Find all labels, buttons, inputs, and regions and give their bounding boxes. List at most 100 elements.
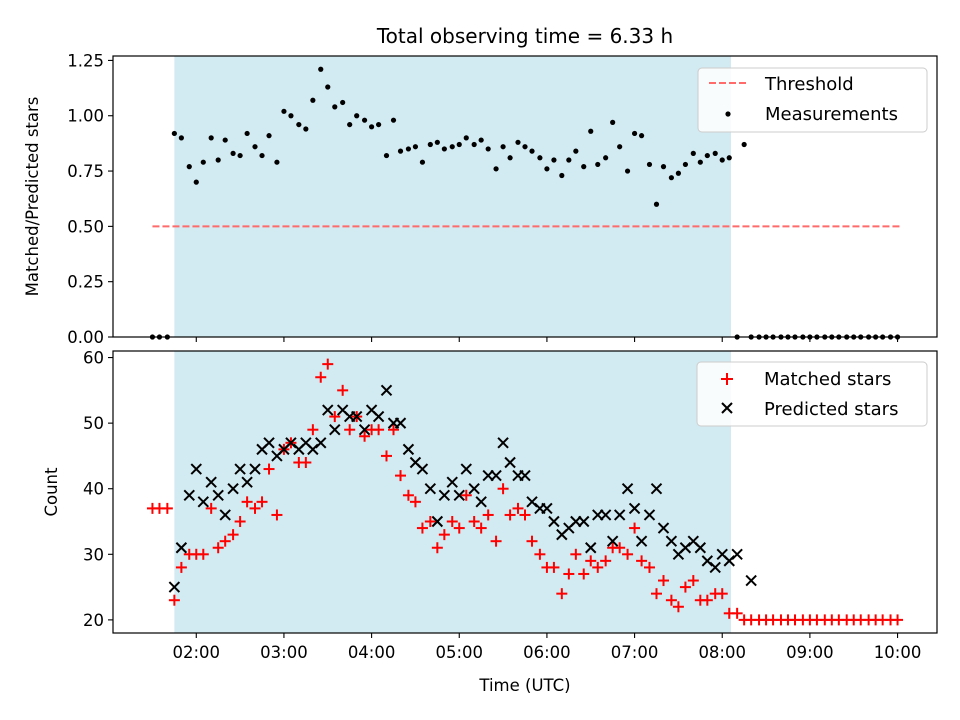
matched-star-point: [424, 516, 436, 528]
measurement-point: [485, 146, 491, 152]
predicted-star-point: [657, 522, 670, 534]
predicted-star-point: [548, 515, 560, 528]
matched-star-point: [416, 522, 428, 534]
measurement-point: [675, 170, 682, 176]
measurement-point: [178, 135, 184, 141]
predicted-star-point: [315, 437, 327, 449]
top-axes-frame: [112, 55, 938, 338]
measurement-point: [376, 121, 382, 128]
matched-star-point: [482, 509, 494, 521]
predicted-star-point: [372, 410, 385, 423]
measurement-point: [288, 113, 294, 119]
x-tick-label: 03:00: [260, 643, 308, 662]
bottom-axes-frame: [112, 350, 938, 634]
measurement-point: [361, 117, 368, 123]
predicted-star-point: [212, 489, 224, 501]
matched-star-point: [168, 594, 180, 606]
measurement-point: [500, 144, 506, 150]
measurement-point: [653, 201, 660, 207]
measurement-point: [624, 168, 631, 174]
matched-star-point: [227, 529, 239, 541]
matched-star-point: [241, 496, 253, 508]
measurement-point: [419, 159, 426, 165]
legend-measurements-label: Measurements: [765, 104, 898, 125]
predicted-star-point: [431, 515, 444, 528]
matched-star-point: [409, 496, 421, 508]
matched-star-point: [460, 489, 472, 501]
measurement-point: [368, 124, 375, 130]
predicted-star-point: [424, 483, 437, 495]
measurement-point: [603, 155, 609, 161]
predicted-star-point: [460, 463, 472, 475]
matched-star-point: [622, 548, 634, 560]
measurement-point: [449, 144, 455, 150]
measurement-point: [427, 141, 433, 148]
x-tick-label: 08:00: [698, 643, 746, 662]
matched-star-point: [490, 535, 502, 547]
matched-star-point: [402, 489, 414, 501]
x-axis-label: Time (UTC): [478, 676, 570, 695]
measurement-point: [303, 126, 309, 132]
matched-star-point: [322, 358, 334, 370]
matched-star-point: [556, 588, 568, 600]
matched-star-point: [219, 535, 231, 547]
matched-star-point: [205, 502, 217, 514]
predicted-star-point: [541, 502, 553, 515]
matched-star-point: [197, 548, 209, 560]
matched-star-point: [512, 502, 524, 514]
predicted-star-point: [175, 542, 188, 554]
predicted-star-point: [585, 542, 597, 554]
measurement-point: [208, 135, 214, 141]
measurement-point: [595, 161, 601, 168]
measurement-point: [704, 152, 710, 159]
y-tick-label: 0.00: [67, 328, 104, 347]
matched-star-point: [672, 601, 684, 613]
measurement-point: [252, 144, 258, 150]
matched-star-point: [234, 516, 246, 528]
predicted-star-point: [628, 502, 641, 515]
matched-star-point: [161, 502, 173, 514]
matched-star-point: [600, 555, 612, 567]
matched-star-point: [344, 424, 356, 436]
matched-star-point: [497, 483, 509, 495]
measurement-point: [237, 152, 243, 159]
x-tick-label: 06:00: [523, 643, 571, 662]
matched-star-point: [380, 450, 392, 462]
measurement-point: [296, 121, 302, 128]
measurement-point: [340, 99, 346, 106]
measurement-point: [493, 166, 499, 172]
measurement-point: [222, 137, 228, 143]
y-tick-label: 0.75: [67, 162, 104, 181]
matched-star-point: [585, 555, 597, 567]
matched-star-point: [592, 561, 604, 573]
predicted-star-point: [490, 469, 502, 482]
predicted-star-point: [578, 515, 590, 528]
matched-stars-points: [146, 358, 904, 626]
measurement-point: [244, 130, 250, 137]
matched-star-point: [263, 463, 275, 475]
predicted-star-point: [745, 574, 757, 587]
measurement-point: [566, 157, 572, 163]
observing-span-top: [174, 56, 732, 337]
measurement-point: [186, 164, 192, 170]
predicted-star-point: [322, 404, 334, 416]
predicted-star-point: [475, 496, 487, 508]
y-tick-label: 20: [83, 611, 104, 630]
matched-star-point: [373, 424, 385, 436]
x-tick-label: 05:00: [435, 643, 483, 662]
predicted-star-point: [438, 489, 451, 501]
top-legend: Threshold Measurements: [697, 67, 928, 133]
predicted-star-point: [234, 463, 246, 475]
measurement-point: [522, 144, 528, 150]
measurement-point: [515, 139, 521, 145]
predicted-star-point: [665, 535, 678, 547]
top-legend-box: [697, 67, 928, 133]
x-tick-label: 02:00: [172, 643, 220, 662]
measurement-point: [332, 104, 338, 110]
bottom-y-axis-label: Count: [42, 467, 61, 517]
matched-star-point: [578, 568, 590, 580]
matched-star-point: [548, 561, 560, 573]
measurement-point: [581, 164, 587, 170]
measurement-point: [726, 155, 732, 161]
